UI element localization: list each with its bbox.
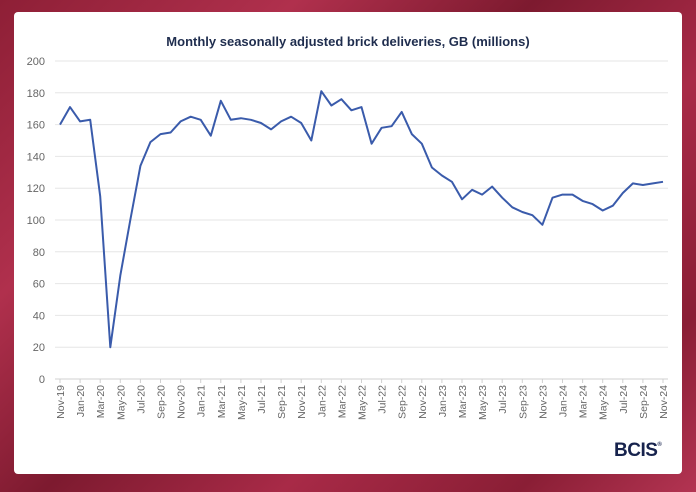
x-tick-label: Sep-22 (397, 385, 409, 419)
x-tick-label: Mar-22 (336, 385, 348, 418)
x-tick-label: Nov-21 (296, 385, 308, 419)
series-line (59, 90, 664, 349)
chart-title-wrap: Monthly seasonally adjusted brick delive… (14, 12, 682, 474)
y-tick-label: 20 (33, 342, 45, 354)
y-tick-label: 140 (27, 151, 45, 163)
y-tick-label: 160 (27, 120, 45, 132)
x-tick-label: Jul-21 (256, 385, 268, 414)
x-tick-label: Jan-22 (316, 385, 328, 417)
x-tick-label: May-21 (236, 385, 248, 420)
x-tick-label: Nov-23 (537, 385, 549, 419)
x-tick-label: Jan-23 (437, 385, 449, 417)
chart-title: Monthly seasonally adjusted brick delive… (166, 34, 530, 49)
x-tick-label: May-20 (115, 385, 127, 420)
x-tick-label: Jul-23 (497, 385, 509, 414)
x-tick-label: Mar-23 (457, 385, 469, 418)
bcis-logo: BCIS® (614, 440, 662, 461)
x-tick-label: Jul-24 (618, 385, 630, 414)
x-tick-label: Mar-21 (216, 385, 228, 418)
x-tick-label: Nov-22 (417, 385, 429, 419)
x-tick-label: May-23 (477, 385, 489, 420)
y-tick-label: 80 (33, 247, 45, 259)
y-tick-label: 180 (27, 88, 45, 100)
x-tick-label: Sep-20 (156, 385, 168, 419)
x-tick-label: Mar-24 (578, 385, 590, 418)
x-tick-label: Nov-24 (658, 385, 670, 419)
y-tick-label: 60 (33, 279, 45, 291)
y-tick-label: 120 (27, 183, 45, 195)
x-tick-label: May-24 (598, 385, 610, 420)
y-tick-label: 100 (27, 215, 45, 227)
x-tick-label: Jan-24 (558, 385, 570, 417)
x-tick-label: Jan-20 (75, 385, 87, 417)
x-tick-label: Mar-20 (95, 385, 107, 418)
y-tick-label: 0 (39, 374, 45, 386)
x-tick-label: Jan-21 (196, 385, 208, 417)
x-tick-label: Jul-20 (135, 385, 147, 414)
x-tick-label: Jul-22 (377, 385, 389, 414)
x-tick-label: Sep-23 (517, 385, 529, 419)
x-tick-label: Nov-20 (176, 385, 188, 419)
y-tick-label: 40 (33, 310, 45, 322)
x-tick-label: Nov-19 (55, 385, 67, 419)
x-tick-label: Sep-21 (276, 385, 288, 419)
y-tick-label: 200 (27, 56, 45, 68)
x-tick-label: Sep-24 (638, 385, 650, 419)
x-tick-label: May-22 (357, 385, 369, 420)
